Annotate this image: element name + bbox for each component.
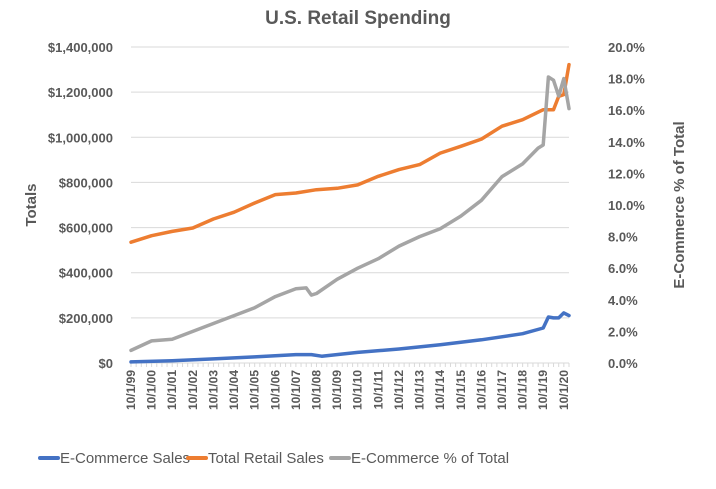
x-tick-label: 10/1/09 [330, 370, 344, 410]
x-tick-label: 10/1/07 [289, 370, 303, 410]
series-line-e-commerce-sales [129, 311, 571, 364]
y-tick-label: $800,000 [59, 175, 113, 190]
y2-tick-label: 18.0% [608, 72, 645, 87]
x-tick-label: 10/1/08 [310, 370, 324, 410]
x-tick-label: 10/1/18 [516, 370, 530, 410]
gridlines [131, 46, 569, 319]
y2-axis-title: E-Commerce % of Total [671, 121, 688, 288]
y2-tick-label: 20.0% [608, 40, 645, 55]
x-tick-label: 10/1/14 [433, 370, 447, 410]
y-tick-label: $1,200,000 [48, 85, 113, 100]
chart-title: U.S. Retail Spending [265, 8, 451, 29]
y-tick-label: $1,000,000 [48, 130, 113, 145]
y2-tick-label: 6.0% [608, 261, 638, 276]
y2-tick-label: 4.0% [608, 293, 638, 308]
y2-tick-label: 16.0% [608, 103, 645, 118]
x-tick-label: 10/1/13 [413, 370, 427, 410]
x-tick-label: 10/1/16 [474, 370, 488, 410]
x-tick-label: 10/1/01 [165, 370, 179, 410]
x-tick-label: 10/1/17 [495, 370, 509, 410]
series-lines [129, 62, 571, 364]
x-tick-label: 10/1/04 [227, 370, 241, 410]
y-axis-ticks: $0 $200,000 $400,000 $600,000 $800,000 $1,000… [48, 40, 113, 371]
legend-label: E-Commerce Sales [60, 450, 190, 467]
legend-label: Total Retail Sales [208, 450, 324, 467]
y-tick-label: $1,400,000 [48, 40, 113, 55]
legend: E-Commerce Sales Total Retail Sales E-Comm… [38, 450, 509, 467]
y-axis-title: Totals [23, 183, 40, 226]
y2-tick-label: 10.0% [608, 198, 645, 213]
y2-tick-label: 0.0% [608, 356, 638, 371]
series-line-total-retail-sales [129, 62, 571, 244]
y2-tick-label: 2.0% [608, 324, 638, 339]
y-tick-label: $0 [99, 356, 113, 371]
x-tick-label: 10/1/15 [454, 370, 468, 410]
y2-axis-ticks: 0.0% 2.0% 4.0% 6.0% 8.0% 10.0% 12.0% 14.0% 16.0%… [608, 40, 645, 371]
y2-tick-label: 14.0% [608, 135, 645, 150]
x-tick-label: 10/1/00 [145, 370, 159, 410]
x-tick-label: 10/1/06 [268, 370, 282, 410]
x-tick-label: 10/1/19 [536, 370, 550, 410]
y2-tick-label: 12.0% [608, 166, 645, 181]
x-tick-label: 10/1/02 [186, 370, 200, 410]
y2-tick-label: 8.0% [608, 230, 638, 245]
x-tick-label: 10/1/12 [392, 370, 406, 410]
y-tick-label: $600,000 [59, 221, 113, 236]
y-tick-label: $200,000 [59, 311, 113, 326]
x-tick-label: 10/1/03 [206, 370, 220, 410]
x-axis-ticks: 10/1/99 10/1/00 10/1/01 10/1/02 10/1/03 10/1/… [124, 362, 571, 410]
x-tick-label: 10/1/05 [248, 370, 262, 410]
legend-label: E-Commerce % of Total [351, 450, 509, 467]
x-tick-label: 10/1/11 [371, 370, 385, 410]
y-tick-label: $400,000 [59, 266, 113, 281]
x-tick-label: 10/1/10 [351, 370, 365, 410]
x-tick-label: 10/1/99 [124, 370, 138, 410]
series-line-e-commerce-of-total [129, 75, 571, 353]
x-tick-label: 10/1/20 [557, 370, 571, 410]
